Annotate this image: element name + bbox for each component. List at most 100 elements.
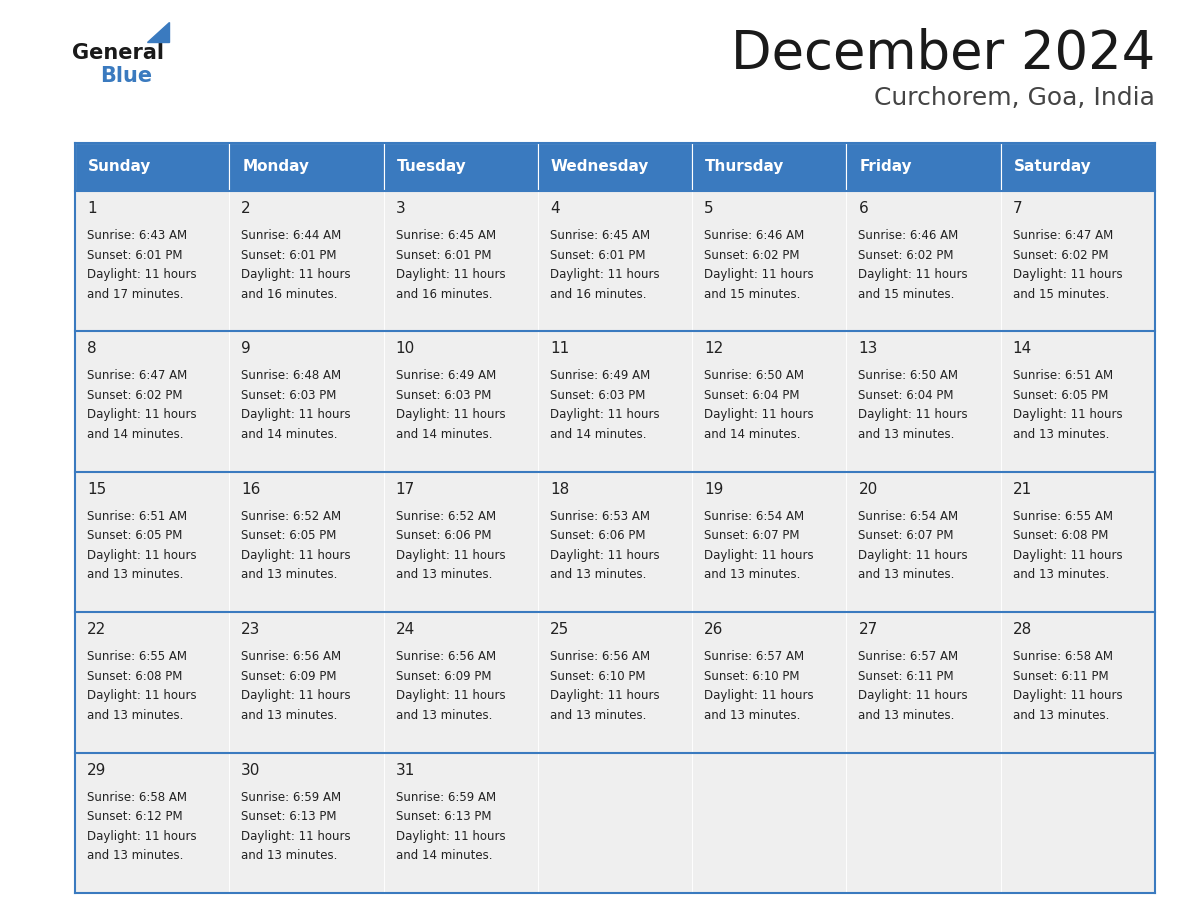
Text: Sunrise: 6:49 AM: Sunrise: 6:49 AM bbox=[550, 369, 650, 383]
Text: Daylight: 11 hours: Daylight: 11 hours bbox=[704, 409, 814, 421]
FancyBboxPatch shape bbox=[1000, 191, 1155, 331]
Text: Sunset: 6:12 PM: Sunset: 6:12 PM bbox=[87, 810, 183, 823]
Text: and 14 minutes.: and 14 minutes. bbox=[550, 428, 646, 441]
Text: and 14 minutes.: and 14 minutes. bbox=[396, 428, 492, 441]
FancyBboxPatch shape bbox=[693, 143, 846, 191]
Text: and 15 minutes.: and 15 minutes. bbox=[859, 287, 955, 300]
FancyBboxPatch shape bbox=[229, 612, 384, 753]
FancyBboxPatch shape bbox=[846, 191, 1000, 331]
FancyBboxPatch shape bbox=[229, 753, 384, 893]
Text: Sunset: 6:02 PM: Sunset: 6:02 PM bbox=[1012, 249, 1108, 262]
Text: Sunrise: 6:43 AM: Sunrise: 6:43 AM bbox=[87, 229, 188, 242]
Text: 6: 6 bbox=[859, 201, 868, 216]
Text: Daylight: 11 hours: Daylight: 11 hours bbox=[1012, 549, 1123, 562]
Text: Friday: Friday bbox=[859, 160, 912, 174]
Text: 23: 23 bbox=[241, 622, 260, 637]
Text: and 13 minutes.: and 13 minutes. bbox=[241, 709, 337, 722]
Text: and 13 minutes.: and 13 minutes. bbox=[859, 709, 955, 722]
FancyBboxPatch shape bbox=[384, 191, 538, 331]
Text: Sunrise: 6:47 AM: Sunrise: 6:47 AM bbox=[87, 369, 188, 383]
FancyBboxPatch shape bbox=[846, 143, 1000, 191]
FancyBboxPatch shape bbox=[75, 191, 229, 331]
Text: Sunset: 6:03 PM: Sunset: 6:03 PM bbox=[550, 389, 645, 402]
Text: and 13 minutes.: and 13 minutes. bbox=[87, 568, 183, 581]
Text: and 14 minutes.: and 14 minutes. bbox=[87, 428, 183, 441]
FancyBboxPatch shape bbox=[75, 143, 229, 191]
Text: Sunrise: 6:44 AM: Sunrise: 6:44 AM bbox=[241, 229, 341, 242]
FancyBboxPatch shape bbox=[384, 753, 538, 893]
Text: Sunrise: 6:48 AM: Sunrise: 6:48 AM bbox=[241, 369, 341, 383]
Text: Daylight: 11 hours: Daylight: 11 hours bbox=[550, 409, 659, 421]
Text: 14: 14 bbox=[1012, 341, 1032, 356]
Text: Daylight: 11 hours: Daylight: 11 hours bbox=[241, 689, 350, 702]
Text: and 13 minutes.: and 13 minutes. bbox=[1012, 568, 1110, 581]
Text: Sunset: 6:10 PM: Sunset: 6:10 PM bbox=[550, 670, 645, 683]
Text: 4: 4 bbox=[550, 201, 560, 216]
FancyBboxPatch shape bbox=[75, 753, 229, 893]
Text: 21: 21 bbox=[1012, 482, 1032, 497]
Text: Daylight: 11 hours: Daylight: 11 hours bbox=[396, 268, 505, 281]
Text: and 17 minutes.: and 17 minutes. bbox=[87, 287, 183, 300]
Text: 12: 12 bbox=[704, 341, 723, 356]
Text: Daylight: 11 hours: Daylight: 11 hours bbox=[859, 689, 968, 702]
Text: Daylight: 11 hours: Daylight: 11 hours bbox=[396, 549, 505, 562]
Text: Blue: Blue bbox=[100, 66, 152, 86]
Text: Sunset: 6:05 PM: Sunset: 6:05 PM bbox=[1012, 389, 1108, 402]
FancyBboxPatch shape bbox=[229, 472, 384, 612]
Text: Sunset: 6:03 PM: Sunset: 6:03 PM bbox=[396, 389, 491, 402]
Text: and 15 minutes.: and 15 minutes. bbox=[704, 287, 801, 300]
FancyBboxPatch shape bbox=[384, 472, 538, 612]
Text: Daylight: 11 hours: Daylight: 11 hours bbox=[859, 268, 968, 281]
Text: and 13 minutes.: and 13 minutes. bbox=[396, 709, 492, 722]
Text: and 13 minutes.: and 13 minutes. bbox=[241, 849, 337, 862]
Text: 10: 10 bbox=[396, 341, 415, 356]
Text: Daylight: 11 hours: Daylight: 11 hours bbox=[87, 268, 197, 281]
Text: Sunrise: 6:46 AM: Sunrise: 6:46 AM bbox=[859, 229, 959, 242]
FancyBboxPatch shape bbox=[693, 331, 846, 472]
Text: Sunrise: 6:54 AM: Sunrise: 6:54 AM bbox=[859, 509, 959, 522]
Text: Daylight: 11 hours: Daylight: 11 hours bbox=[87, 689, 197, 702]
Text: and 14 minutes.: and 14 minutes. bbox=[241, 428, 337, 441]
Text: 30: 30 bbox=[241, 763, 260, 778]
Text: Sunrise: 6:57 AM: Sunrise: 6:57 AM bbox=[859, 650, 959, 663]
Text: December 2024: December 2024 bbox=[731, 28, 1155, 80]
FancyBboxPatch shape bbox=[384, 331, 538, 472]
Polygon shape bbox=[147, 22, 169, 42]
Text: Sunrise: 6:52 AM: Sunrise: 6:52 AM bbox=[396, 509, 495, 522]
Text: Sunset: 6:09 PM: Sunset: 6:09 PM bbox=[241, 670, 336, 683]
Text: Sunrise: 6:59 AM: Sunrise: 6:59 AM bbox=[241, 790, 341, 803]
Text: Daylight: 11 hours: Daylight: 11 hours bbox=[87, 409, 197, 421]
Text: Daylight: 11 hours: Daylight: 11 hours bbox=[550, 268, 659, 281]
Text: 11: 11 bbox=[550, 341, 569, 356]
Text: and 13 minutes.: and 13 minutes. bbox=[859, 568, 955, 581]
Text: 9: 9 bbox=[241, 341, 251, 356]
Text: Daylight: 11 hours: Daylight: 11 hours bbox=[1012, 409, 1123, 421]
FancyBboxPatch shape bbox=[75, 472, 229, 612]
FancyBboxPatch shape bbox=[1000, 331, 1155, 472]
Text: 5: 5 bbox=[704, 201, 714, 216]
FancyBboxPatch shape bbox=[693, 753, 846, 893]
Text: Sunset: 6:08 PM: Sunset: 6:08 PM bbox=[87, 670, 183, 683]
Text: Sunday: Sunday bbox=[88, 160, 151, 174]
Text: and 13 minutes.: and 13 minutes. bbox=[550, 568, 646, 581]
FancyBboxPatch shape bbox=[693, 612, 846, 753]
Text: Daylight: 11 hours: Daylight: 11 hours bbox=[859, 549, 968, 562]
Text: 16: 16 bbox=[241, 482, 260, 497]
FancyBboxPatch shape bbox=[538, 753, 693, 893]
Text: and 14 minutes.: and 14 minutes. bbox=[704, 428, 801, 441]
Text: Sunrise: 6:58 AM: Sunrise: 6:58 AM bbox=[1012, 650, 1113, 663]
FancyBboxPatch shape bbox=[846, 331, 1000, 472]
Text: Sunrise: 6:45 AM: Sunrise: 6:45 AM bbox=[550, 229, 650, 242]
Text: 28: 28 bbox=[1012, 622, 1032, 637]
Text: Sunset: 6:03 PM: Sunset: 6:03 PM bbox=[241, 389, 336, 402]
Text: Daylight: 11 hours: Daylight: 11 hours bbox=[704, 268, 814, 281]
Text: Sunrise: 6:53 AM: Sunrise: 6:53 AM bbox=[550, 509, 650, 522]
Text: Sunrise: 6:50 AM: Sunrise: 6:50 AM bbox=[859, 369, 959, 383]
Text: 7: 7 bbox=[1012, 201, 1023, 216]
FancyBboxPatch shape bbox=[1000, 472, 1155, 612]
Text: Daylight: 11 hours: Daylight: 11 hours bbox=[241, 830, 350, 843]
Text: Sunrise: 6:56 AM: Sunrise: 6:56 AM bbox=[396, 650, 495, 663]
Text: and 13 minutes.: and 13 minutes. bbox=[859, 428, 955, 441]
FancyBboxPatch shape bbox=[384, 612, 538, 753]
Text: Sunset: 6:04 PM: Sunset: 6:04 PM bbox=[704, 389, 800, 402]
